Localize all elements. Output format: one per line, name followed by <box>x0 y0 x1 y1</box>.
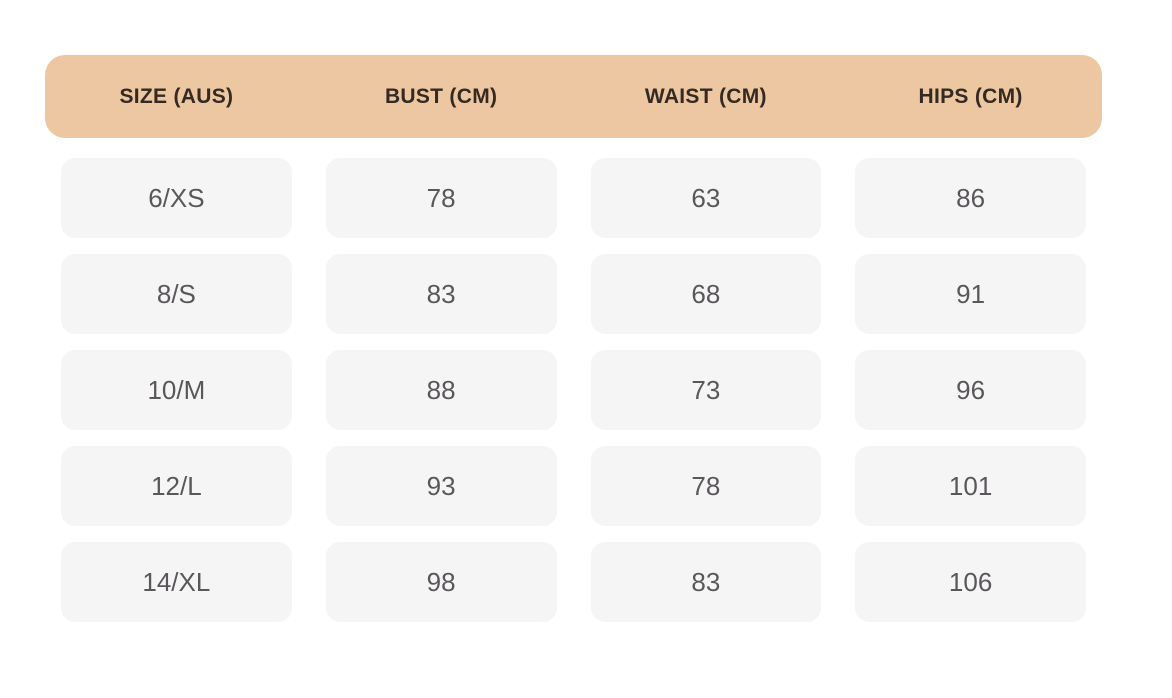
size-chart-table: SIZE (AUS) BUST (CM) WAIST (CM) HIPS (CM… <box>45 55 1102 622</box>
column-header-size: SIZE (AUS) <box>119 84 234 108</box>
size-cell: 12/L <box>61 446 292 526</box>
size-cell: 6/XS <box>61 158 292 238</box>
table-row: 8/S 83 68 91 <box>61 254 1086 334</box>
table-header-row: SIZE (AUS) BUST (CM) WAIST (CM) HIPS (CM… <box>45 55 1102 138</box>
bust-cell: 98 <box>325 542 557 622</box>
waist-cell: 83 <box>590 542 822 622</box>
table-row: 10/M 88 73 96 <box>61 350 1086 430</box>
hips-cell: 86 <box>855 158 1086 238</box>
column-header-bust: BUST (CM) <box>384 84 498 108</box>
hips-cell: 101 <box>855 446 1086 526</box>
table-row: 12/L 93 78 101 <box>61 446 1086 526</box>
bust-cell: 88 <box>325 350 557 430</box>
waist-cell: 68 <box>590 254 822 334</box>
column-header-waist: WAIST (CM) <box>644 84 767 108</box>
size-cell: 10/M <box>61 350 292 430</box>
waist-cell: 63 <box>590 158 822 238</box>
hips-cell: 96 <box>855 350 1086 430</box>
size-cell: 8/S <box>61 254 292 334</box>
table-body: 6/XS 78 63 86 8/S 83 68 91 10/M 88 73 96… <box>45 158 1102 622</box>
size-cell: 14/XL <box>61 542 292 622</box>
column-header-hips: HIPS (CM) <box>918 84 1023 108</box>
hips-cell: 106 <box>855 542 1086 622</box>
table-row: 6/XS 78 63 86 <box>61 158 1086 238</box>
waist-cell: 73 <box>590 350 822 430</box>
bust-cell: 83 <box>325 254 557 334</box>
bust-cell: 78 <box>325 158 557 238</box>
table-row: 14/XL 98 83 106 <box>61 542 1086 622</box>
waist-cell: 78 <box>590 446 822 526</box>
hips-cell: 91 <box>855 254 1086 334</box>
bust-cell: 93 <box>325 446 557 526</box>
